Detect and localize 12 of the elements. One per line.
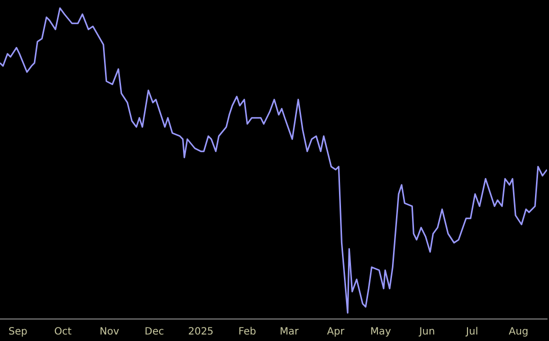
x-tick-label: Aug [508,326,528,338]
x-tick-label: Jun [418,326,435,338]
x-tick-label: 2025 [188,326,214,338]
x-tick-label: Sep [8,326,28,338]
x-tick-label: Mar [280,326,300,338]
x-tick-label: Apr [327,326,346,338]
x-tick-label: Jul [465,326,478,338]
x-tick-label: Feb [238,326,256,338]
x-tick-label: Oct [54,326,72,338]
x-tick-label: Dec [144,326,164,338]
x-tick-label: Nov [100,326,120,338]
x-tick-label: May [370,326,392,338]
